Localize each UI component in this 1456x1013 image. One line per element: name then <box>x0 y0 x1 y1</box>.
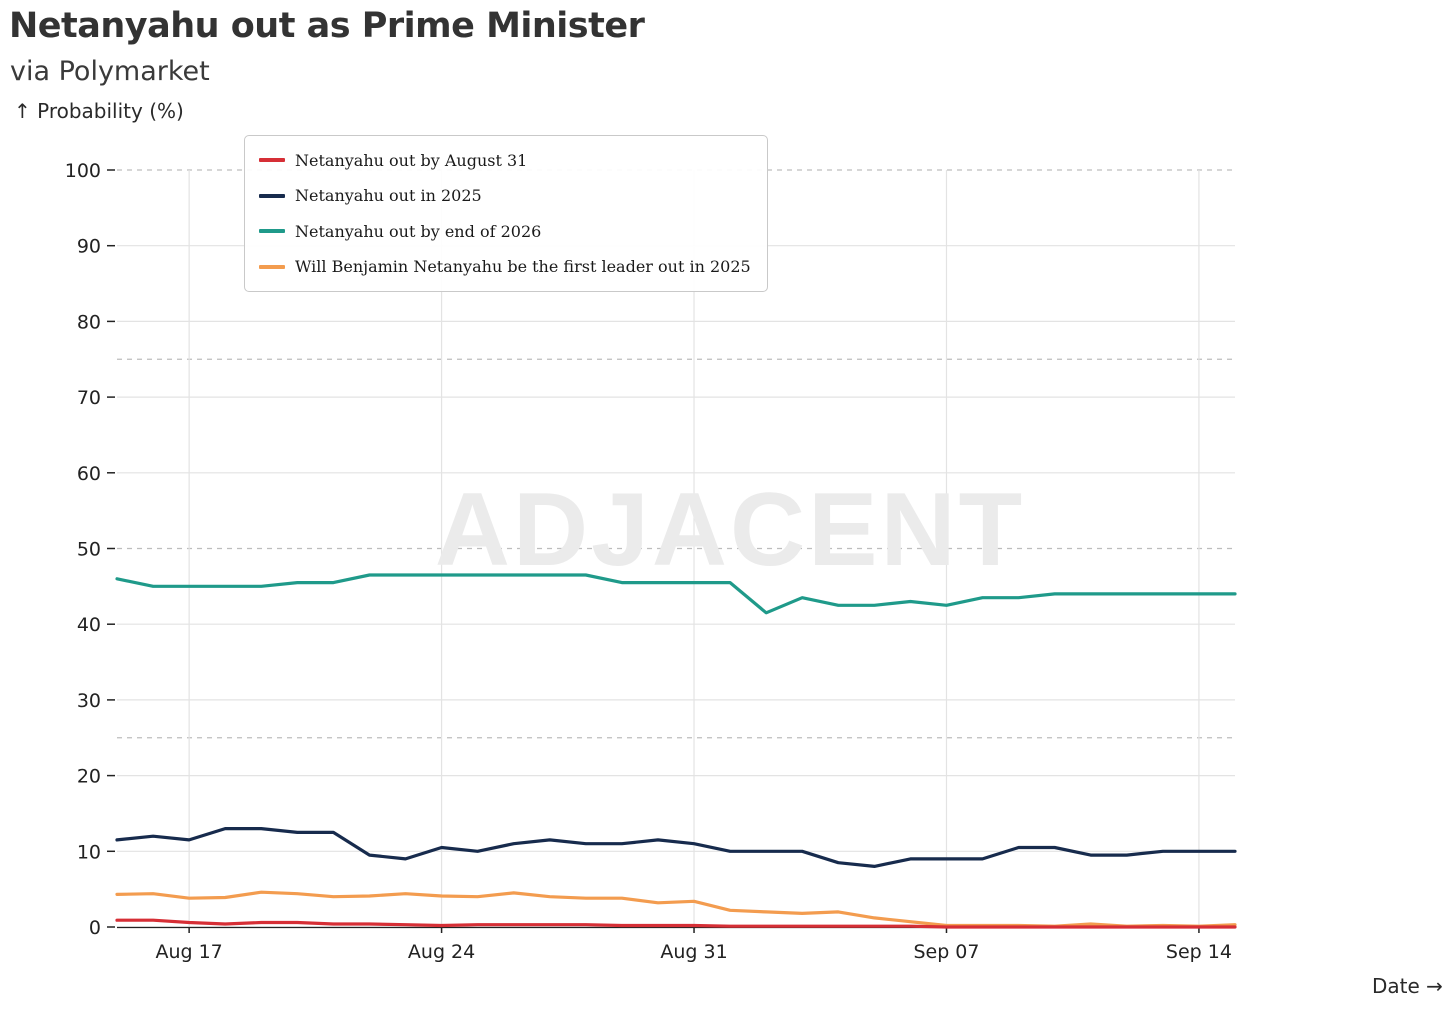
x-axis-label: Date → <box>1372 974 1443 998</box>
series-line-3 <box>115 573 1237 615</box>
x-tick-label: Sep 14 <box>1166 941 1232 963</box>
x-tick-label: Aug 24 <box>408 941 475 963</box>
y-axis: 0 10 20 30 40 50 60 70 80 90 100 <box>65 160 115 939</box>
chart-subtitle: via Polymarket <box>10 56 210 87</box>
x-tick-label: Sep 07 <box>913 941 979 963</box>
y-tick-label: 100 <box>65 160 101 182</box>
legend-swatch <box>259 193 285 198</box>
y-tick-label: 60 <box>77 463 101 485</box>
y-tick-label: 10 <box>77 841 101 863</box>
y-tick-label: 20 <box>77 766 101 788</box>
y-tick-label: 0 <box>89 917 101 939</box>
y-tick-label: 50 <box>77 539 101 561</box>
chart-title: Netanyahu out as Prime Minister <box>9 6 645 46</box>
y-tick-label: 90 <box>77 236 101 258</box>
x-tick-label: Aug 31 <box>660 941 727 963</box>
legend: Netanyahu out by August 31 Netanyahu out … <box>244 135 768 292</box>
y-tick-label: 40 <box>77 614 101 636</box>
series-line-2 <box>115 826 1237 869</box>
legend-label: Netanyahu out by end of 2026 <box>295 221 542 241</box>
legend-item: Netanyahu out by August 31 <box>259 150 527 170</box>
legend-label: Will Benjamin Netanyahu be the first lea… <box>295 257 751 276</box>
legend-swatch <box>259 229 285 233</box>
legend-swatch <box>259 158 285 162</box>
series-lines <box>115 573 1237 929</box>
legend-label: Netanyahu out by August 31 <box>295 150 528 170</box>
legend-item: Netanyahu out by end of 2026 <box>259 221 541 241</box>
y-axis-label: ↑ Probability (%) <box>14 99 184 123</box>
y-tick-label: 80 <box>77 311 101 333</box>
legend-item: Netanyahu out in 2025 <box>259 186 482 206</box>
legend-swatch <box>259 264 285 269</box>
legend-label: Netanyahu out in 2025 <box>295 186 482 205</box>
legend-item: Will Benjamin Netanyahu be the first lea… <box>259 257 751 277</box>
x-tick-label: Aug 17 <box>155 941 222 963</box>
y-tick-label: 30 <box>77 690 101 712</box>
series-line-1 <box>115 918 1237 929</box>
y-tick-label: 70 <box>77 387 101 409</box>
x-axis: Aug 17 Aug 24 Aug 31 Sep 07 Sep 14 <box>117 926 1235 963</box>
watermark-text: ADJACENT <box>435 472 1025 588</box>
